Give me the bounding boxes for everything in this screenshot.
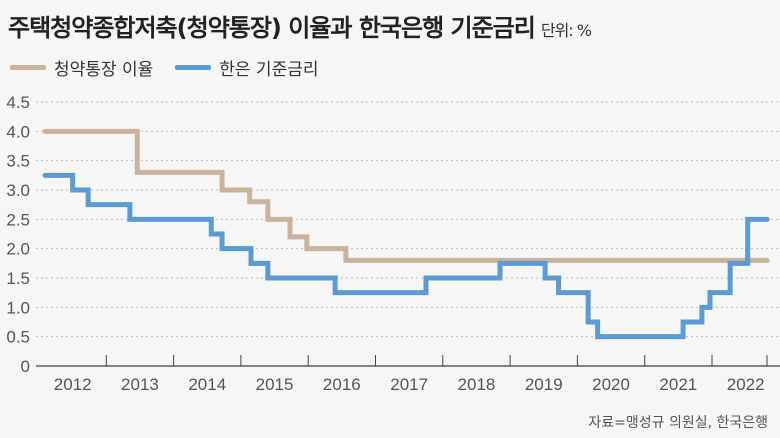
x-tick-label: 2012 (54, 375, 92, 394)
y-tick-label: 3.5 (6, 152, 30, 171)
legend: 청약통장 이율 한은 기준금리 (10, 55, 319, 80)
legend-swatch (175, 65, 212, 70)
legend-item-base-rate: 한은 기준금리 (175, 55, 319, 80)
y-tick-label: 4.0 (6, 122, 30, 141)
legend-swatch (10, 65, 46, 70)
legend-label: 청약통장 이율 (54, 60, 154, 80)
x-tick-label: 2013 (121, 375, 159, 394)
y-tick-label: 0.5 (6, 328, 30, 347)
y-tick-label: 3.0 (6, 181, 30, 200)
x-tick-label: 2019 (525, 375, 563, 394)
series-line-subscription-rate (42, 128, 770, 263)
x-tick-label: 2022 (727, 375, 765, 394)
x-tick-label: 2015 (256, 375, 294, 394)
x-tick-label: 2020 (592, 375, 630, 394)
y-tick-label: 2.5 (6, 210, 30, 229)
y-tick-label: 0 (21, 357, 30, 376)
series-line-base-rate (42, 172, 770, 340)
x-tick-label: 2014 (188, 375, 226, 394)
x-tick-label: 2018 (458, 375, 496, 394)
x-tick-label: 2021 (659, 375, 697, 394)
y-tick-label: 2.0 (6, 240, 30, 259)
unit-label: 단위: % (540, 21, 592, 40)
x-tick-label: 2017 (390, 375, 428, 394)
title-text: 주택청약종합저축(청약통장) 이율과 한국은행 기준금리 (8, 14, 536, 42)
chart-title: 주택청약종합저축(청약통장) 이율과 한국은행 기준금리 단위: % (8, 8, 592, 43)
legend-label: 한은 기준금리 (219, 60, 319, 80)
y-tick-label: 4.5 (6, 93, 30, 112)
x-tick-label: 2016 (323, 375, 361, 394)
y-tick-label: 1.0 (6, 298, 30, 317)
source-note: 자료=맹성규 의원실, 한국은행 (588, 415, 768, 431)
legend-item-subscription-rate: 청약통장 이율 (10, 55, 153, 80)
y-tick-label: 1.5 (6, 269, 30, 288)
